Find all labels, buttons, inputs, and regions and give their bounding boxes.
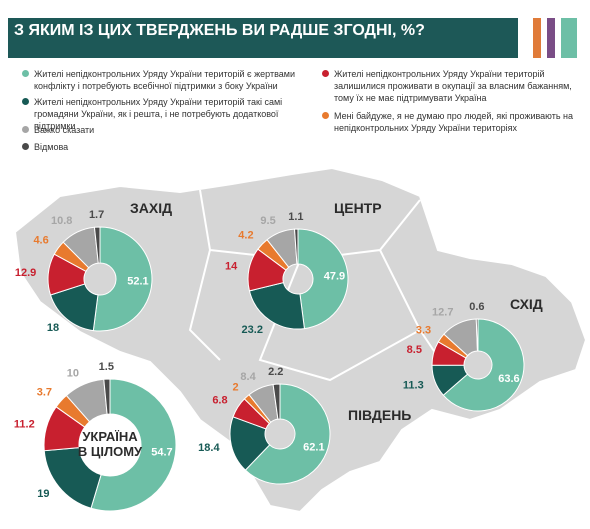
donut-slice <box>297 228 349 330</box>
legend-marker <box>22 143 29 150</box>
deco-bar <box>533 18 541 58</box>
legend-item: Жителі непідконтрольних Уряду України те… <box>22 96 314 132</box>
value-label: 1.1 <box>288 211 303 223</box>
value-label: 47.9 <box>324 271 345 283</box>
value-label: 3.3 <box>416 325 431 337</box>
value-label: 4.6 <box>33 235 48 247</box>
value-label: 62.1 <box>303 442 324 454</box>
value-label: 14 <box>225 261 238 273</box>
value-label: 1.7 <box>89 209 104 221</box>
region-label: ЗАХІД <box>130 200 173 216</box>
value-label: 23.2 <box>242 324 263 336</box>
donut-slice <box>90 378 177 512</box>
legend-item: Відмова <box>22 141 314 153</box>
legend-marker <box>22 70 29 77</box>
value-label: 9.5 <box>260 215 275 227</box>
region-label: ПІВДЕНЬ <box>348 407 412 423</box>
donut-slice <box>92 226 153 332</box>
value-label: 0.6 <box>469 301 484 313</box>
donut-slice <box>248 281 305 330</box>
region-label: ЦЕНТР <box>334 200 382 216</box>
title-bar <box>8 18 518 58</box>
value-label: 1.5 <box>99 361 114 373</box>
value-label: 12.7 <box>432 306 453 318</box>
value-label: 18 <box>47 322 59 334</box>
donut-slice <box>272 383 281 420</box>
value-label: 18.4 <box>198 442 220 454</box>
region-label: УКРАЇНА В ЦІЛОМУ <box>77 429 143 459</box>
donut-slice <box>294 228 299 265</box>
value-label: 3.7 <box>37 387 52 399</box>
legend-marker <box>322 112 329 119</box>
legend-item: Жителі непідконтрольних Уряду України те… <box>322 68 584 104</box>
value-label: 2.2 <box>268 366 283 378</box>
donut-slice <box>103 378 111 415</box>
value-label: 54.7 <box>151 447 172 459</box>
legend-item: Жителі непідконтрольних Уряду України те… <box>22 68 314 92</box>
value-label: 12.9 <box>15 267 36 279</box>
donut-slice <box>475 318 479 352</box>
title: З ЯКИМ ІЗ ЦИХ ТВЕРДЖЕНЬ ВИ РАДШЕ ЗГОДНІ,… <box>14 22 425 39</box>
value-label: 10.8 <box>51 215 72 227</box>
value-label: 19 <box>37 488 49 500</box>
donut-slice <box>442 318 525 412</box>
legend-marker <box>322 70 329 77</box>
value-label: 52.1 <box>127 275 148 287</box>
value-label: 2 <box>233 382 239 394</box>
donut-slice <box>93 226 101 264</box>
deco-bar <box>547 18 555 58</box>
value-label: 4.2 <box>238 230 253 242</box>
value-label: 63.6 <box>498 373 519 385</box>
deco-bar <box>561 18 577 58</box>
legend-item: Мені байдуже, я не думаю про людей, які … <box>322 110 584 134</box>
value-label: 11.2 <box>14 418 35 430</box>
map <box>13 166 588 514</box>
legend-marker <box>22 98 29 105</box>
legend-marker <box>22 126 29 133</box>
region-label: СХІД <box>510 296 543 312</box>
donut-slice <box>244 383 331 485</box>
value-label: 10 <box>67 367 79 379</box>
value-label: 11.3 <box>403 379 424 391</box>
value-label: 8.4 <box>240 371 256 383</box>
value-label: 8.5 <box>407 344 422 356</box>
value-label: 6.8 <box>212 395 227 407</box>
legend-item: Важко сказати <box>22 124 314 136</box>
